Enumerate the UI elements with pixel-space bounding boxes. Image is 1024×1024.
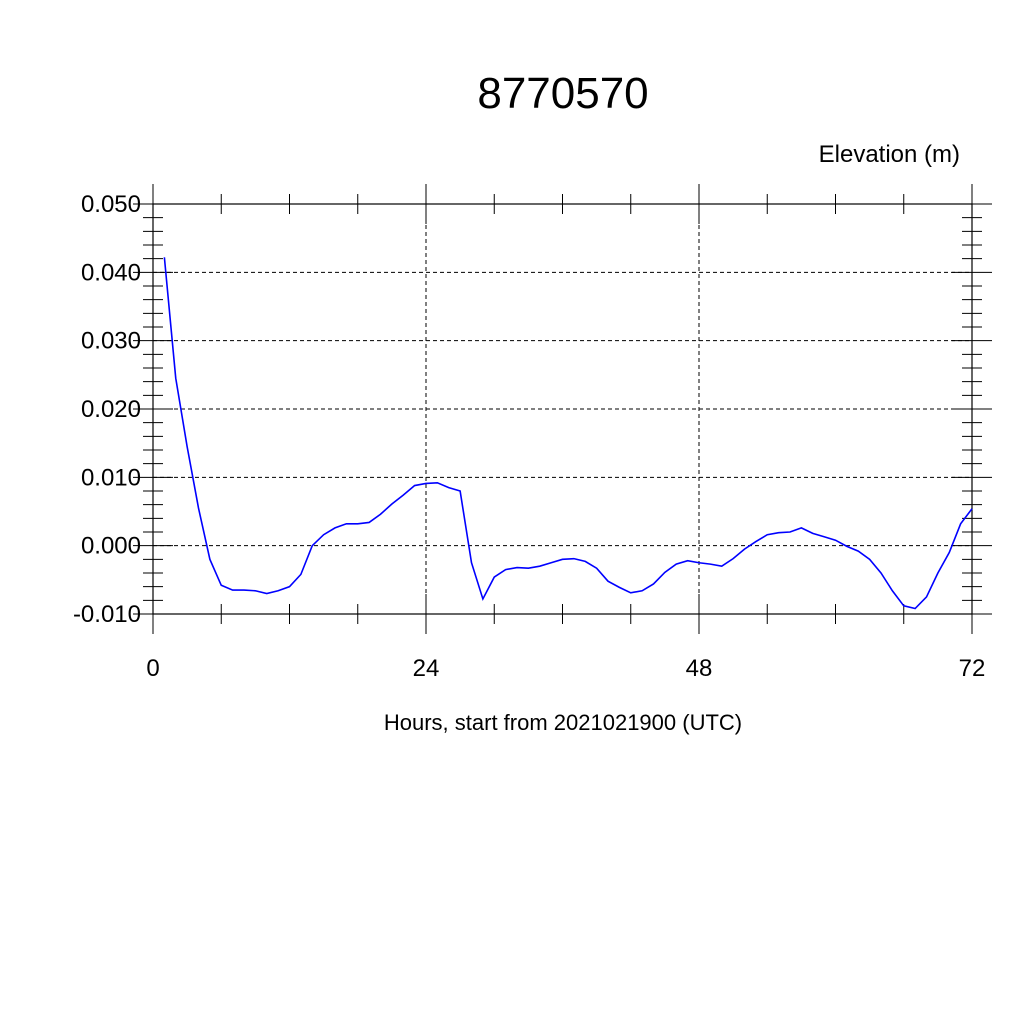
y-tick-label: 0.050 — [81, 191, 141, 218]
x-axis-label: Hours, start from 2021021900 (UTC) — [384, 710, 742, 735]
x-tick-label: 48 — [686, 655, 713, 682]
x-tick-label: 24 — [413, 655, 440, 682]
plot-frame — [152, 203, 973, 615]
x-tick-label: 72 — [959, 655, 986, 682]
chart-subtitle: Elevation (m) — [819, 141, 960, 168]
tick-labels: -0.010 0.000 0.010 0.020 0.030 0.040 0.050 0 24 4… — [73, 191, 985, 682]
y-tick-label: 0.010 — [81, 464, 141, 491]
chart-title: 8770570 — [477, 69, 648, 118]
series-layer — [163, 257, 973, 610]
y-tick-label: 0.030 — [81, 328, 141, 355]
grid-lines — [153, 204, 972, 614]
y-tick-label: 0.000 — [81, 533, 141, 560]
y-tick-label: 0.040 — [81, 259, 141, 286]
y-tick-label: 0.020 — [81, 396, 141, 423]
elevation-series-line — [163, 257, 973, 610]
y-tick-label: -0.010 — [73, 601, 141, 628]
x-tick-label: 0 — [146, 655, 159, 682]
